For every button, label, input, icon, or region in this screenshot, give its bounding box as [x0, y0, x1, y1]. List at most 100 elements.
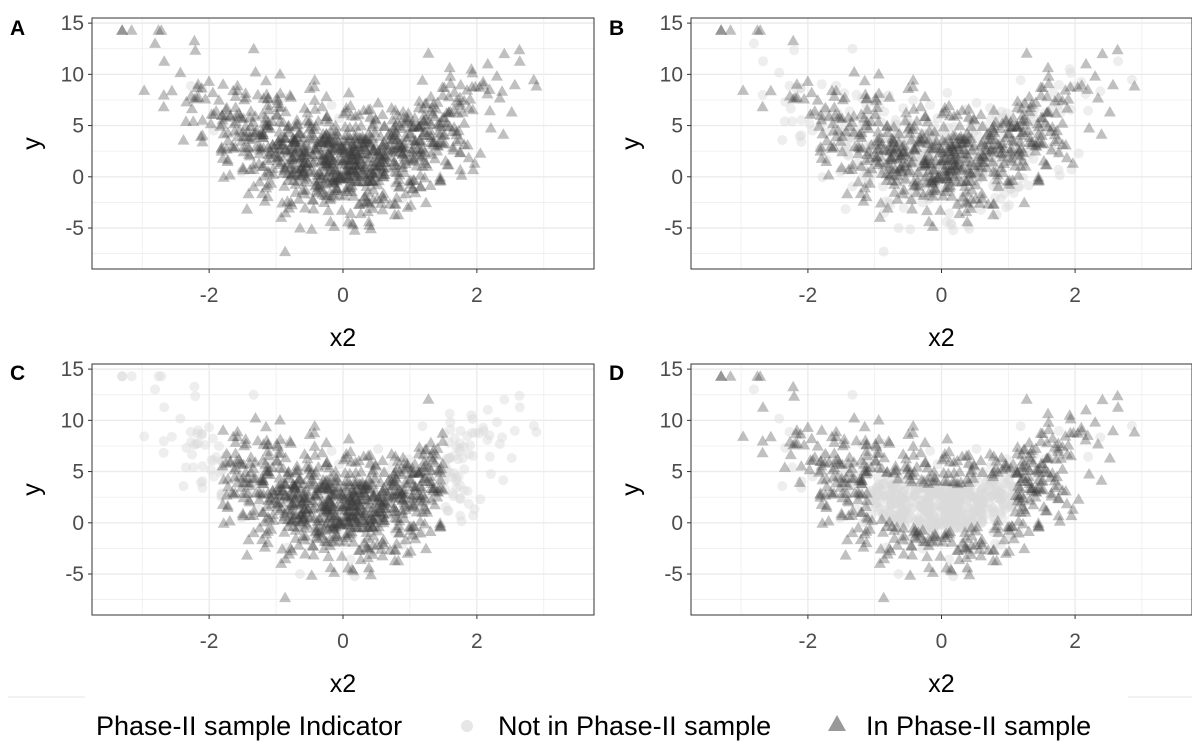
- point-in-sample: [976, 148, 989, 159]
- point-in-sample: [296, 506, 309, 517]
- point-in-sample: [331, 128, 344, 139]
- point-in-sample: [861, 461, 874, 473]
- point-not-in-sample: [317, 181, 328, 192]
- point-in-sample: [308, 123, 321, 134]
- point-in-sample: [253, 147, 266, 159]
- point-not-in-sample: [907, 497, 918, 508]
- point-in-sample: [1033, 462, 1046, 473]
- point-not-in-sample: [843, 478, 854, 488]
- point-not-in-sample: [1030, 119, 1041, 130]
- point-not-in-sample: [924, 162, 935, 173]
- point-in-sample: [814, 141, 827, 152]
- point-in-sample: [825, 486, 837, 497]
- point-not-in-sample: [455, 480, 465, 491]
- point-not-in-sample: [956, 167, 967, 178]
- point-not-in-sample: [958, 480, 969, 491]
- point-in-sample: [912, 166, 924, 177]
- point-not-in-sample: [843, 134, 854, 145]
- point-in-sample: [982, 544, 995, 555]
- point-in-sample: [275, 496, 288, 507]
- point-not-in-sample: [236, 166, 247, 177]
- point-in-sample: [1059, 139, 1072, 150]
- point-in-sample: [1071, 81, 1084, 92]
- point-in-sample: [392, 181, 405, 192]
- point-in-sample: [289, 532, 302, 543]
- point-in-sample: [1027, 498, 1040, 510]
- point-in-sample: [1046, 121, 1059, 132]
- point-not-in-sample: [945, 486, 956, 496]
- point-in-sample: [389, 146, 402, 157]
- point-in-sample: [327, 487, 340, 499]
- point-in-sample: [363, 168, 375, 180]
- point-in-sample: [382, 474, 395, 486]
- point-in-sample: [1037, 483, 1050, 494]
- point-in-sample: [940, 527, 953, 539]
- point-in-sample: [944, 162, 957, 173]
- point-in-sample: [1036, 427, 1049, 438]
- point-in-sample: [923, 143, 936, 154]
- point-not-in-sample: [988, 478, 999, 489]
- point-in-sample: [344, 148, 357, 159]
- point-in-sample: [828, 90, 841, 101]
- point-not-in-sample: [916, 483, 927, 493]
- point-in-sample: [342, 86, 355, 98]
- point-in-sample: [936, 154, 949, 165]
- point-in-sample: [315, 529, 328, 540]
- point-in-sample: [1012, 527, 1025, 538]
- point-not-in-sample: [1083, 105, 1094, 116]
- point-in-sample: [836, 476, 848, 487]
- point-in-sample: [289, 121, 302, 132]
- point-not-in-sample: [924, 497, 935, 508]
- point-not-in-sample: [866, 486, 877, 496]
- point-in-sample: [996, 137, 1009, 148]
- point-in-sample: [287, 520, 300, 532]
- point-in-sample: [737, 430, 750, 441]
- point-not-in-sample: [917, 495, 928, 506]
- point-in-sample: [448, 86, 461, 97]
- point-in-sample: [372, 159, 385, 170]
- point-in-sample: [298, 491, 311, 503]
- point-in-sample: [1052, 492, 1064, 503]
- point-not-in-sample: [847, 389, 858, 400]
- point-not-in-sample: [840, 204, 851, 215]
- point-in-sample: [1071, 427, 1084, 438]
- point-in-sample: [836, 458, 849, 470]
- point-not-in-sample: [991, 209, 1002, 220]
- point-in-sample: [409, 480, 422, 492]
- point-in-sample: [216, 118, 229, 129]
- point-in-sample: [404, 121, 417, 132]
- point-in-sample: [247, 462, 260, 473]
- point-not-in-sample: [353, 497, 364, 508]
- point-in-sample: [295, 495, 308, 507]
- point-not-in-sample: [1028, 111, 1039, 122]
- point-in-sample: [330, 485, 343, 496]
- point-in-sample: [715, 370, 728, 381]
- point-in-sample: [404, 467, 417, 478]
- point-not-in-sample: [937, 481, 948, 492]
- point-in-sample: [894, 152, 906, 164]
- point-in-sample: [332, 144, 345, 156]
- point-in-sample: [990, 455, 1003, 466]
- point-in-sample: [789, 91, 802, 103]
- point-in-sample: [965, 167, 977, 178]
- point-not-in-sample: [1066, 164, 1077, 175]
- point-not-in-sample: [910, 139, 921, 150]
- point-in-sample: [392, 554, 405, 566]
- point-in-sample: [416, 496, 429, 507]
- point-in-sample: [944, 139, 957, 150]
- point-in-sample: [931, 172, 944, 183]
- point-in-sample: [335, 493, 348, 504]
- point-not-in-sample: [1080, 88, 1091, 99]
- point-in-sample: [388, 477, 401, 488]
- point-in-sample: [423, 461, 436, 472]
- point-not-in-sample: [528, 420, 539, 431]
- point-in-sample: [397, 458, 410, 469]
- point-not-in-sample: [864, 493, 875, 504]
- point-in-sample: [853, 487, 866, 499]
- point-in-sample: [345, 154, 358, 165]
- point-in-sample: [246, 132, 259, 143]
- point-in-sample: [346, 217, 359, 228]
- point-in-sample: [417, 114, 430, 126]
- point-not-in-sample: [259, 464, 270, 475]
- point-in-sample: [403, 500, 416, 512]
